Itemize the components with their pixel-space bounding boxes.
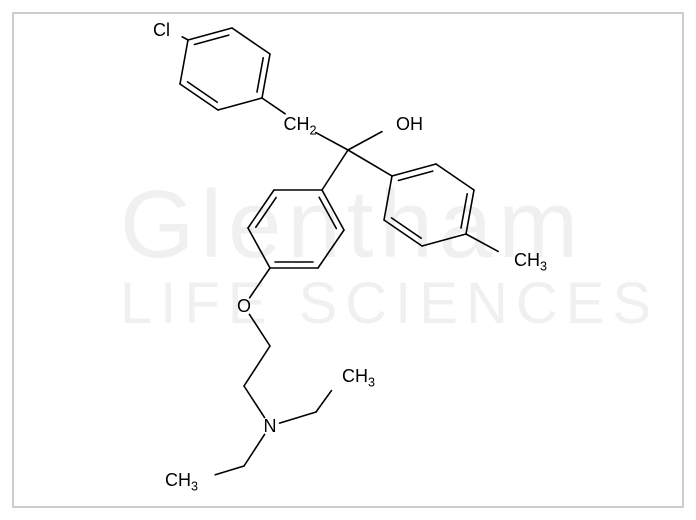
atom-label-CH3a: CH3 [514,251,547,269]
atom-label-N: N [264,417,277,435]
atom-label-O: O [237,297,251,315]
atom-label-OH: OH [396,115,423,133]
atom-label-CH2: CH2 [284,115,317,133]
atom-label-CH3b: CH3 [342,367,375,385]
atom-label-Cl: Cl [153,21,170,39]
atom-label-CH3c: CH3 [165,471,198,489]
structure-bonds [0,0,696,520]
